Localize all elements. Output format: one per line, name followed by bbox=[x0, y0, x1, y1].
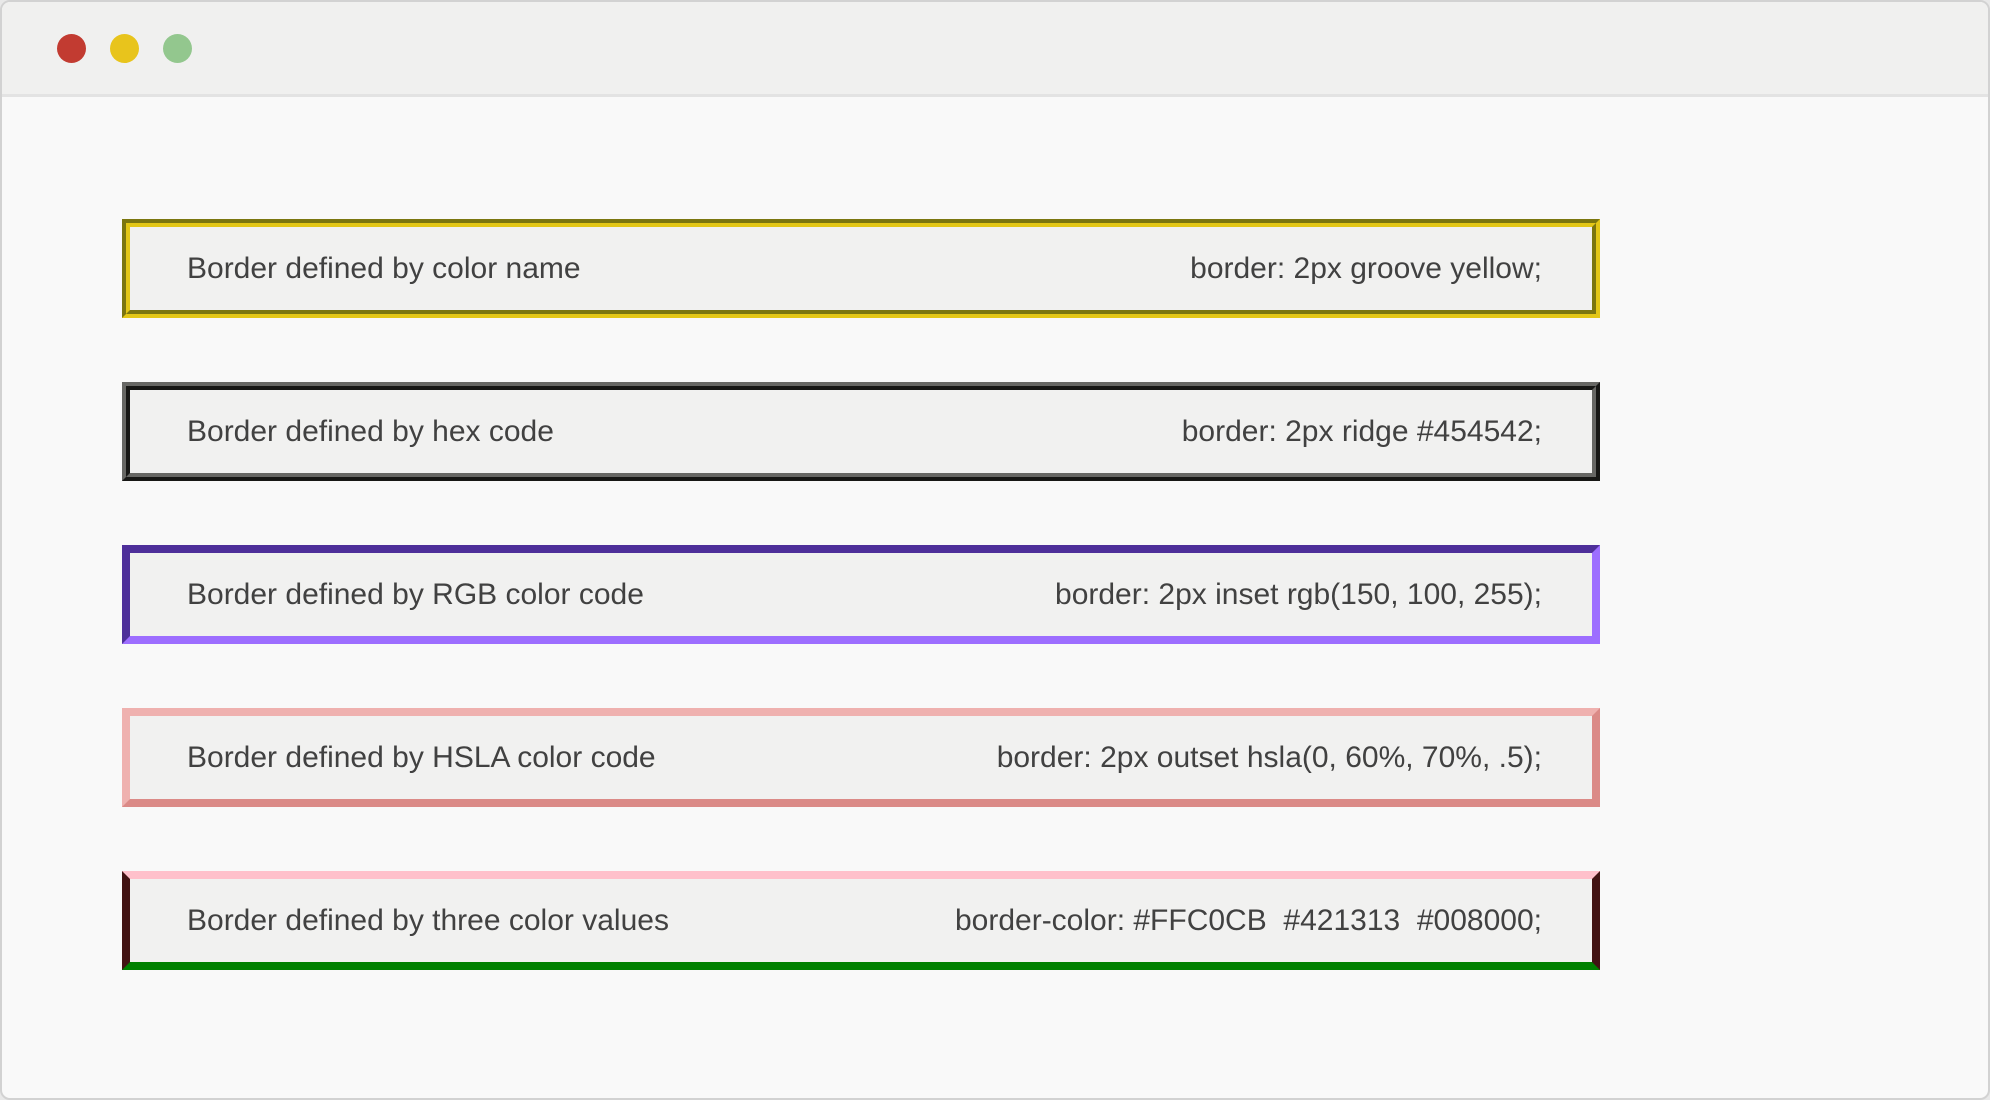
demo-label: Border defined by hex code bbox=[187, 414, 554, 448]
border-demo-groove: Border defined by color name border: 2px… bbox=[122, 219, 1600, 318]
border-demo-groove-inner: Border defined by color name border: 2px… bbox=[126, 223, 1596, 314]
border-demo-three-colors-inner: Border defined by three color values bor… bbox=[126, 875, 1596, 966]
window-titlebar bbox=[2, 2, 1988, 97]
demo-css-rule: border: 2px outset hsla(0, 60%, 70%, .5)… bbox=[996, 740, 1542, 774]
demo-css-rule: border: 2px inset rgb(150, 100, 255); bbox=[1055, 577, 1542, 611]
demo-label: Border defined by RGB color code bbox=[187, 577, 644, 611]
page-content: Border defined by color name border: 2px… bbox=[2, 97, 1988, 970]
border-demo-ridge: Border defined by hex code border: 2px r… bbox=[122, 382, 1600, 481]
border-demo-outset: Border defined by HSLA color code border… bbox=[122, 708, 1600, 807]
border-demo-three-colors: Border defined by three color values bor… bbox=[122, 871, 1600, 970]
zoom-button[interactable] bbox=[163, 33, 192, 63]
close-button[interactable] bbox=[57, 33, 86, 63]
border-demo-outset-inner: Border defined by HSLA color code border… bbox=[126, 712, 1596, 803]
border-demo-inset: Border defined by RGB color code border:… bbox=[122, 545, 1600, 644]
demo-css-rule: border: 2px ridge #454542; bbox=[1181, 414, 1542, 448]
minimize-button[interactable] bbox=[110, 33, 139, 63]
demo-label: Border defined by color name bbox=[187, 251, 581, 285]
demo-css-rule: border-color: #FFC0CB #421313 #008000; bbox=[954, 903, 1542, 937]
demo-label: Border defined by HSLA color code bbox=[187, 740, 656, 774]
border-demo-inset-inner: Border defined by RGB color code border:… bbox=[126, 549, 1596, 640]
demo-css-rule: border: 2px groove yellow; bbox=[1190, 251, 1542, 285]
demo-label: Border defined by three color values bbox=[187, 903, 669, 937]
border-demo-ridge-inner: Border defined by hex code border: 2px r… bbox=[126, 386, 1596, 477]
